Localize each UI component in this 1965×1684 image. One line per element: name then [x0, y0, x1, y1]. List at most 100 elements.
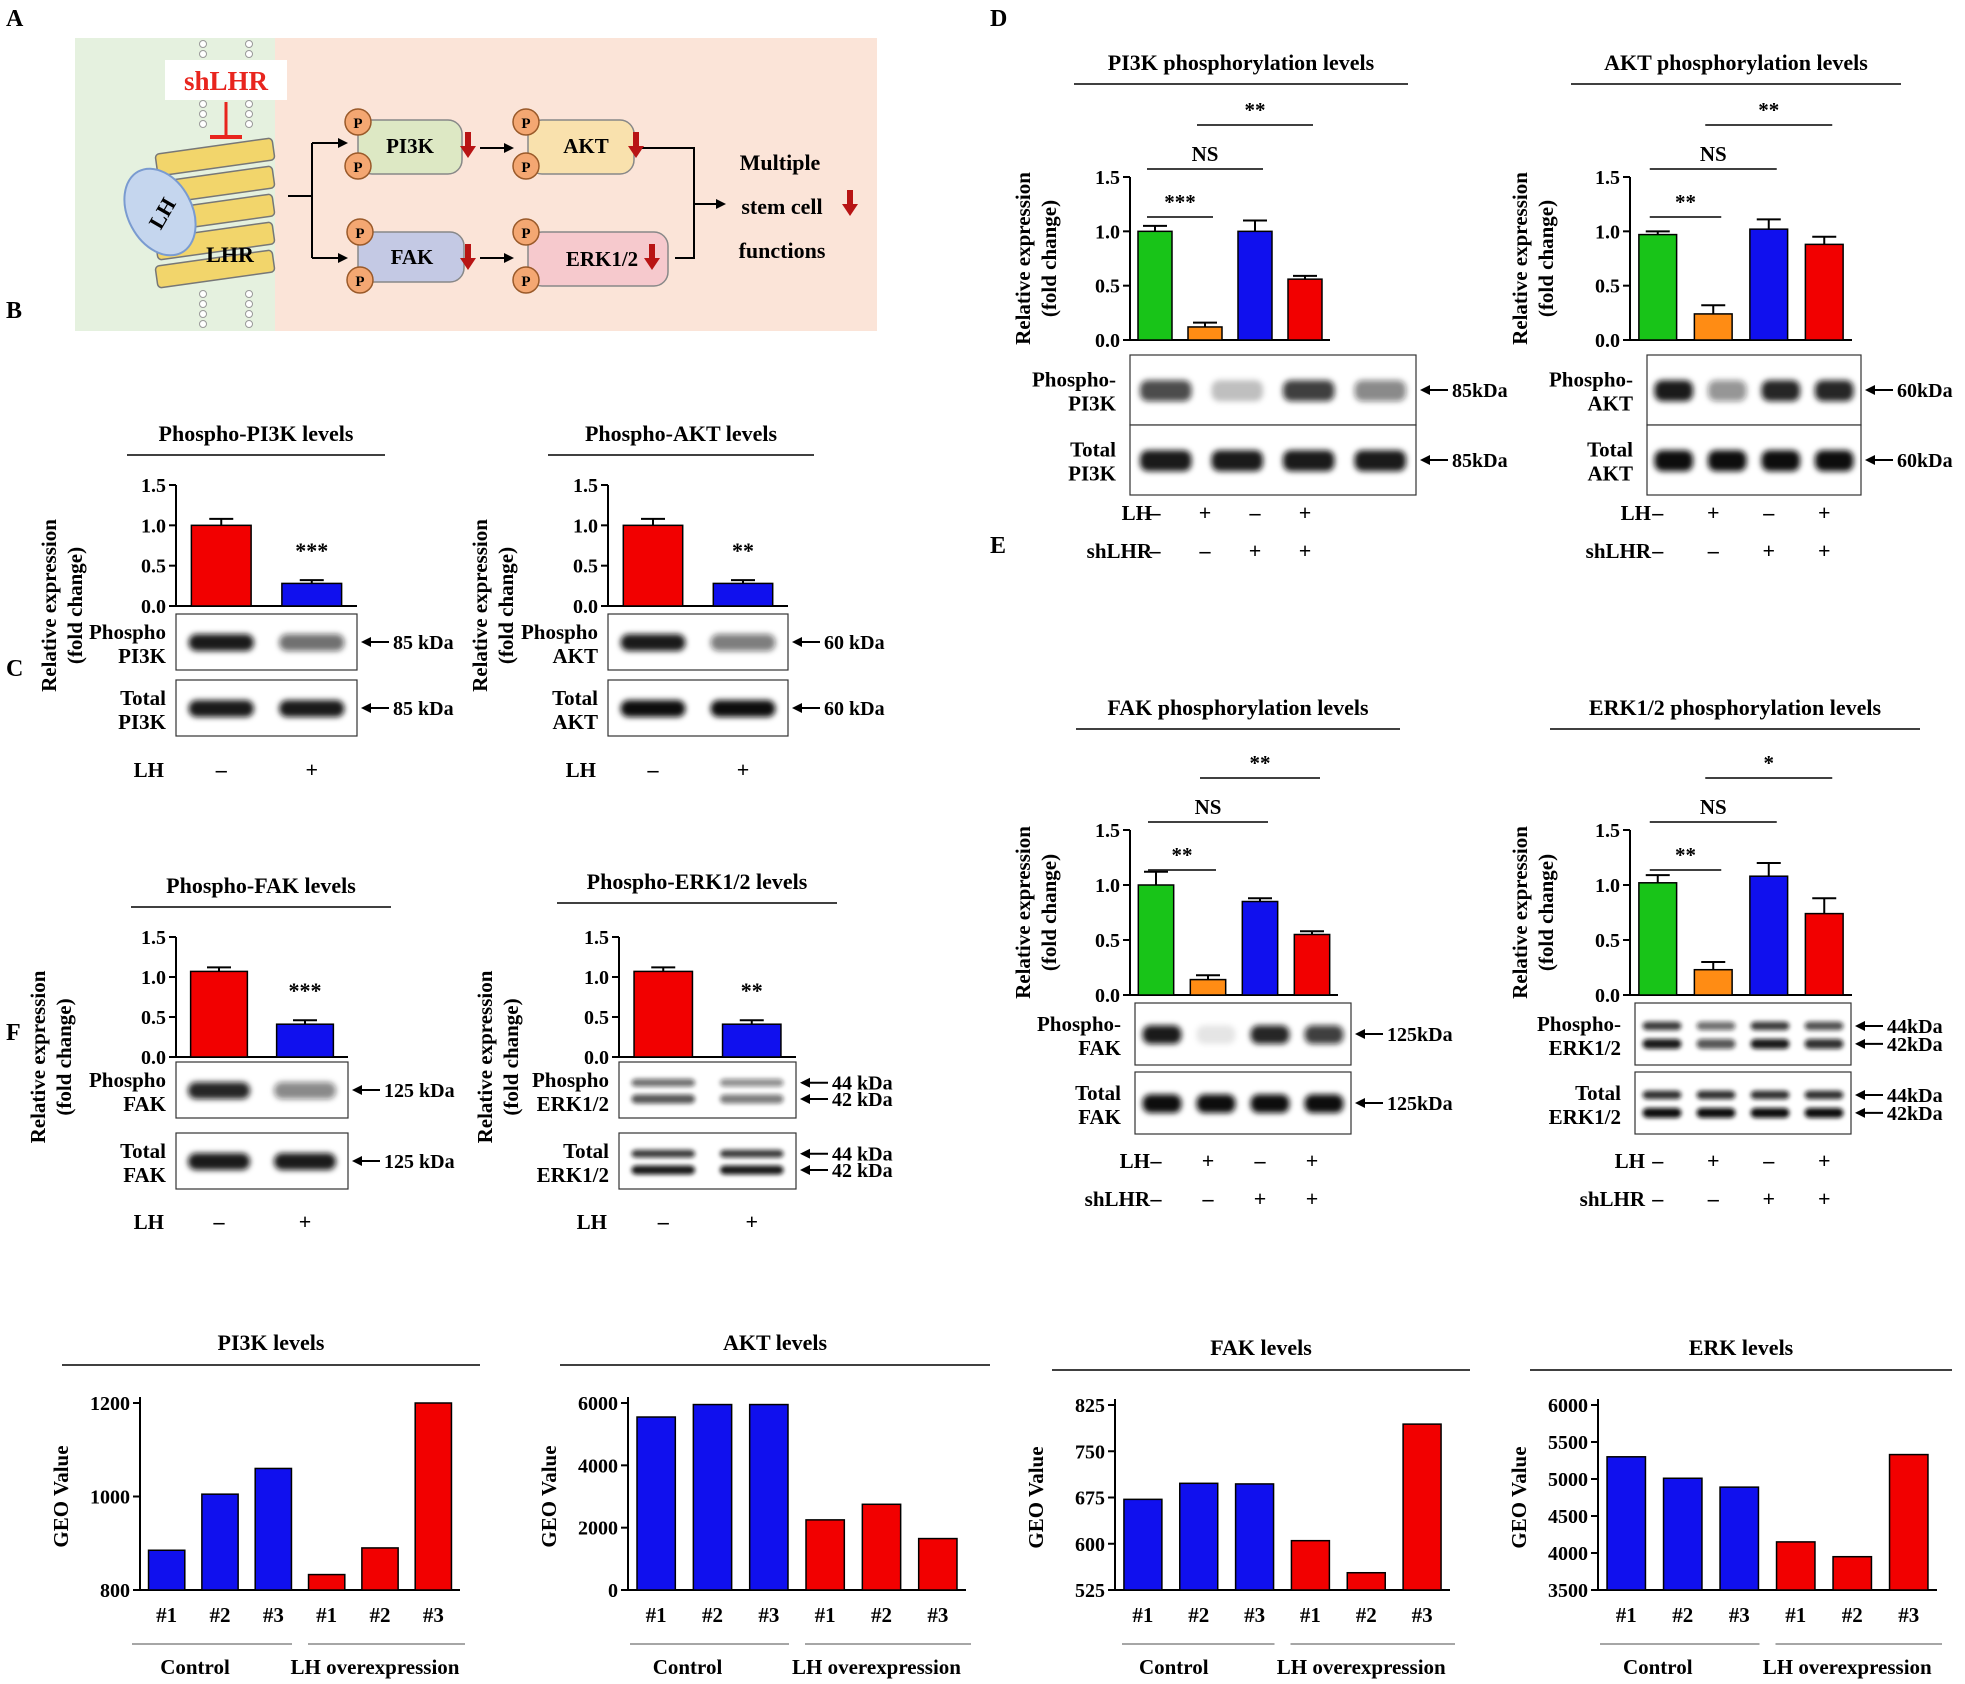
significance-label: ** — [732, 538, 754, 563]
y-tick-label: 0.0 — [584, 1047, 609, 1069]
y-tick-label: 0.0 — [573, 596, 598, 618]
lh-sign: + — [745, 1209, 758, 1234]
blot-label: Phospho- — [1537, 1012, 1621, 1036]
comparison-label: NS — [1192, 142, 1219, 166]
chart-title: AKT levels — [723, 1330, 828, 1355]
blot-band — [631, 1078, 696, 1087]
bar — [1606, 1456, 1647, 1591]
down-arrows — [460, 132, 858, 270]
blot-label: Total — [1075, 1081, 1121, 1105]
bar — [275, 1023, 335, 1058]
chart-b2: Phospho-AKT levels Relative expression (fo… — [468, 421, 885, 782]
chart-d2: AKT phosphorylation levels Relative expre… — [1508, 50, 1953, 563]
y-tick-label: 1.0 — [573, 515, 598, 537]
blot-label: Phospho — [521, 620, 598, 644]
y-axis-label: (fold change) — [1534, 854, 1558, 971]
lhr-label: LHR — [206, 242, 255, 267]
y-tick-label: 750 — [1075, 1441, 1105, 1463]
blot-band — [1761, 450, 1801, 472]
y-axis-label: Relative expression — [1011, 826, 1035, 999]
lh-sign: – — [1254, 1148, 1267, 1173]
blot-band — [1196, 1094, 1236, 1113]
phospho-circle — [512, 108, 540, 136]
bar — [190, 524, 252, 607]
group-label-lh: LH overexpression — [1763, 1655, 1932, 1679]
y-tick-label: 0.5 — [1095, 930, 1120, 952]
group-label-control: Control — [653, 1655, 723, 1679]
bar — [1693, 313, 1733, 341]
chart-b1: Phospho-PI3K levels Relative expression (f… — [37, 421, 454, 782]
shlhr-sign: + — [1762, 538, 1775, 563]
bar — [1719, 1486, 1760, 1591]
shlhr-sign: – — [1651, 538, 1664, 563]
bar — [1804, 912, 1844, 996]
blot-label: Total — [1575, 1081, 1621, 1105]
blot-band — [1761, 380, 1801, 402]
kda-label: 60kDa — [1897, 450, 1953, 472]
blot-band — [1707, 380, 1747, 402]
blot-band — [1696, 1038, 1736, 1049]
bar — [1804, 243, 1844, 341]
blot-band — [1804, 1107, 1844, 1118]
bar — [1693, 968, 1733, 996]
x-tick-label: #1 — [1785, 1603, 1806, 1627]
kda-label: 60kDa — [1897, 380, 1953, 402]
y-axis-label: Relative expression — [1508, 172, 1532, 345]
chart-c2: Phospho-ERK1/2 levels Relative expression… — [473, 869, 893, 1234]
y-axis-label: (fold change) — [63, 547, 87, 664]
lh-sign: + — [1199, 500, 1212, 525]
y-tick-label: 1.0 — [1095, 875, 1120, 897]
blot-frame — [618, 1061, 797, 1119]
y-axis-label: (fold change) — [1037, 854, 1061, 971]
x-tick-label: #3 — [758, 1603, 779, 1627]
shlhr-sign: + — [1762, 1186, 1775, 1211]
x-tick-label: #3 — [1244, 1603, 1265, 1627]
bar — [622, 524, 684, 607]
kda-label: 42kDa — [1887, 1103, 1943, 1125]
x-tick-label: #3 — [1729, 1603, 1750, 1627]
blot-band — [719, 1165, 784, 1175]
y-tick-label: 0.0 — [141, 596, 166, 618]
bar — [1237, 230, 1273, 341]
chart-title: FAK levels — [1210, 1335, 1312, 1360]
blot-label: PI3K — [1068, 392, 1117, 416]
blot-label: Phospho — [532, 1068, 609, 1092]
shlhr-label: shLHR — [184, 66, 269, 96]
y-axis-label: Relative expression — [26, 970, 50, 1143]
kda-label: 85 kDa — [393, 698, 454, 720]
phospho-label: P — [521, 274, 530, 290]
blot-label: AKT — [1587, 462, 1633, 486]
bar — [1638, 882, 1678, 996]
lh-sign: – — [215, 757, 228, 782]
group-label-lh: LH overexpression — [291, 1655, 460, 1679]
x-tick-label: #1 — [1300, 1603, 1321, 1627]
chart-e1: FAK phosphorylation levels Relative expre… — [1011, 695, 1453, 1211]
kda-label: 42 kDa — [832, 1160, 893, 1182]
comparison-label: ** — [1758, 98, 1779, 122]
blot-band — [1250, 1094, 1290, 1113]
bar — [1402, 1423, 1442, 1591]
kda-label: 85kDa — [1452, 380, 1508, 402]
shlhr-sign: – — [1199, 538, 1212, 563]
comparison-label: ** — [1675, 190, 1696, 214]
lipid-head — [245, 120, 253, 128]
shlhr-row-label: shLHR — [1085, 1187, 1151, 1211]
outcome-line-3: functions — [739, 238, 826, 263]
blot-band — [188, 1153, 250, 1170]
blot-band — [1142, 1025, 1182, 1044]
chart-title: Phospho-FAK levels — [166, 873, 356, 898]
blot-band — [1654, 380, 1694, 402]
lh-sign: + — [1707, 500, 1720, 525]
blot-frame — [1634, 1002, 1852, 1066]
blot-band — [1642, 1021, 1682, 1031]
lh-sign: – — [657, 1209, 670, 1234]
phospho-circle — [512, 266, 540, 294]
y-tick-label: 525 — [1075, 1580, 1105, 1602]
kda-label: 125 kDa — [384, 1151, 455, 1173]
shlhr-row-label: shLHR — [1580, 1187, 1646, 1211]
lipid-head — [199, 100, 207, 108]
blot-frame — [1634, 1071, 1852, 1135]
comparison-label: NS — [1700, 795, 1727, 819]
x-tick-label: #3 — [1898, 1603, 1919, 1627]
